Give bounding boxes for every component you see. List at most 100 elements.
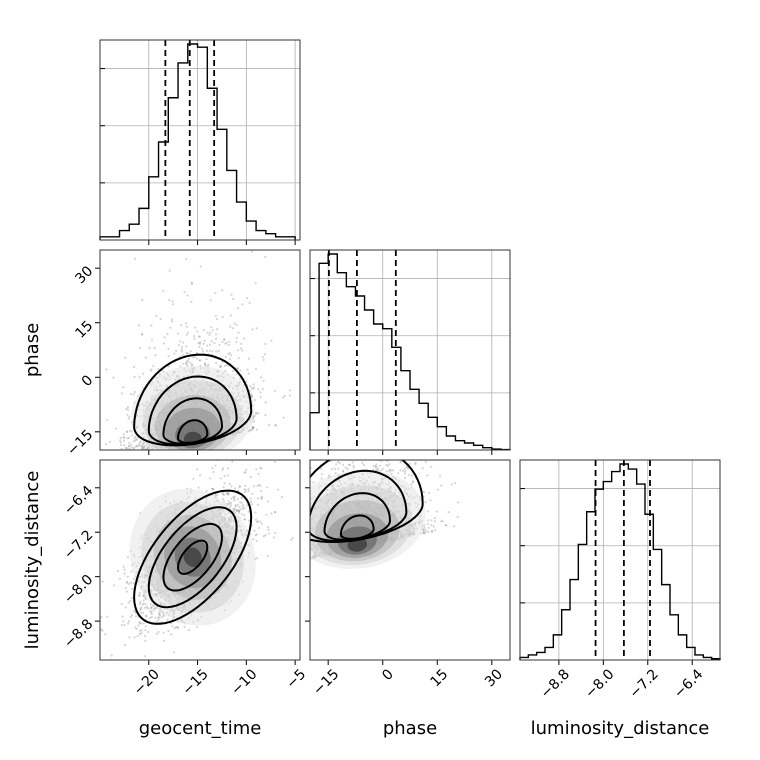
scatter-point: [183, 625, 186, 629]
scatter-point: [250, 387, 253, 390]
scatter-point: [125, 407, 128, 411]
scatter-point: [233, 499, 236, 502]
scatter-point: [249, 500, 253, 503]
scatter-point: [261, 356, 264, 359]
scatter-point: [262, 379, 265, 382]
contour-1.5σ: [147, 375, 238, 446]
scatter-point: [128, 415, 131, 418]
scatter-point: [167, 629, 170, 633]
scatter-point: [198, 345, 201, 349]
scatter-point: [139, 622, 142, 625]
scatter-point: [392, 469, 395, 472]
scatter-point: [119, 441, 122, 444]
scatter-point: [205, 358, 208, 361]
scatter-point: [241, 303, 244, 306]
scatter-point: [307, 494, 309, 496]
scatter-point: [129, 581, 132, 584]
scatter-point: [199, 359, 202, 362]
scatter-point: [162, 289, 165, 292]
scatter-point: [223, 475, 226, 478]
panel-frame: [309, 249, 511, 451]
scatter-point: [122, 565, 125, 568]
scatter-point: [198, 342, 202, 345]
scatter-point: [128, 447, 131, 450]
scatter-point: [267, 532, 271, 535]
scatter-point: [123, 643, 126, 646]
scatter-point: [208, 349, 211, 352]
scatter-point: [202, 329, 206, 332]
scatter-point: [135, 444, 138, 447]
scatter-point: [212, 487, 215, 491]
scatter-point: [223, 338, 226, 341]
scatter-point: [172, 651, 176, 654]
scatter-point: [283, 394, 286, 398]
scatter-point: [255, 539, 258, 543]
scatter-point: [205, 490, 208, 493]
scatter-point: [158, 616, 161, 619]
scatter-point: [297, 546, 299, 548]
scatter-point: [186, 359, 189, 362]
scatter-point: [182, 341, 185, 344]
scatter-point: [167, 347, 170, 350]
scatter-point: [140, 446, 144, 449]
scatter-point: [374, 465, 378, 468]
scatter-point: [136, 634, 139, 638]
scatter-point: [407, 467, 410, 470]
scatter-point: [353, 452, 355, 454]
scatter-point: [198, 359, 201, 362]
scatter-point: [123, 436, 126, 439]
scatter-point: [175, 626, 178, 629]
scatter-point: [132, 440, 135, 443]
scatter-point: [235, 509, 238, 512]
scatter-point: [153, 607, 156, 610]
scatter-point: [141, 333, 144, 336]
scatter-point: [161, 616, 164, 619]
scatter-point: [144, 356, 147, 359]
scatter-point: [248, 519, 251, 522]
scatter-point: [253, 420, 256, 423]
scatter-point: [267, 528, 270, 532]
scatter-point: [228, 340, 231, 343]
scatter-point: [155, 632, 158, 635]
scatter-point: [255, 412, 258, 415]
scatter-point: [158, 614, 162, 617]
scatter-point: [252, 386, 255, 389]
scatter-point: [251, 425, 254, 428]
scatter-point: [122, 386, 125, 389]
scatter-point: [215, 361, 218, 365]
panel-frame: [99, 249, 301, 451]
scatter-point: [185, 345, 188, 348]
scatter-point: [240, 342, 243, 345]
scatter-point: [245, 380, 248, 383]
scatter-point: [283, 562, 285, 564]
scatter-point: [157, 630, 160, 634]
scatter-point: [260, 490, 263, 493]
scatter-point: [124, 606, 127, 609]
scatter-point: [140, 606, 143, 609]
scatter-point: [127, 620, 130, 623]
scatter-point: [129, 615, 132, 619]
scatter-point: [252, 426, 255, 429]
scatter-point: [138, 621, 141, 624]
scatter-point: [128, 429, 132, 432]
scatter-panel-phase-luminosity_distance: [267, 452, 511, 665]
scatter-point: [195, 357, 199, 360]
panel-frame: [99, 39, 301, 241]
scatter-point: [267, 565, 269, 567]
scatter-point: [235, 341, 238, 344]
scatter-point: [302, 552, 304, 554]
scatter-point: [229, 502, 232, 505]
scatter-point: [104, 633, 107, 636]
scatter-point: [245, 297, 249, 300]
scatter-point: [255, 428, 258, 431]
scatter-point: [229, 501, 232, 504]
scatter-point: [248, 301, 251, 304]
scatter-point: [267, 500, 270, 503]
scatter-point: [232, 495, 235, 499]
scatter-point: [247, 487, 250, 490]
scatter-point: [139, 611, 143, 614]
scatter-point: [304, 545, 306, 547]
scatter-point: [372, 464, 375, 467]
scatter-point: [127, 441, 130, 444]
scatter-point: [295, 556, 297, 558]
